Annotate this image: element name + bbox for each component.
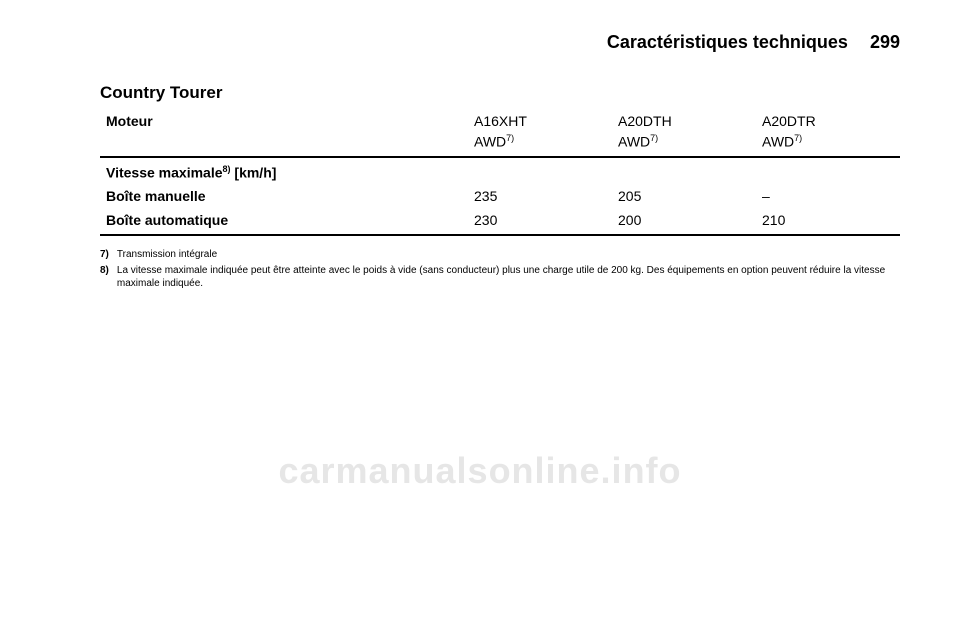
- footnote-ref: 7): [506, 133, 514, 143]
- value-cell: 235: [468, 184, 612, 208]
- drive-cell: AWD7): [468, 133, 612, 157]
- page-number: 299: [870, 32, 900, 53]
- footnote: 7) Transmission intégrale: [100, 248, 900, 262]
- row-label-manuelle: Boîte manuelle: [100, 184, 468, 208]
- table-row: AWD7) AWD7) AWD7): [100, 133, 900, 157]
- section-title: Country Tourer: [100, 83, 900, 103]
- row-label-moteur: Moteur: [100, 113, 468, 133]
- engine-code: A20DTR: [756, 113, 900, 133]
- footnote-text: Transmission intégrale: [117, 248, 217, 262]
- engine-code: A16XHT: [468, 113, 612, 133]
- footnote-marker: 8): [100, 264, 109, 291]
- value-cell: 200: [612, 208, 756, 235]
- engine-code: A20DTH: [612, 113, 756, 133]
- row-label-vmax: Vitesse maximale8) [km/h]: [100, 157, 900, 185]
- spec-table: Moteur A16XHT A20DTH A20DTR AWD7) AWD7) …: [100, 113, 900, 236]
- footnote: 8) La vitesse maximale indiquée peut êtr…: [100, 264, 900, 291]
- value-cell: –: [756, 184, 900, 208]
- table-row: Boîte manuelle 235 205 –: [100, 184, 900, 208]
- watermark-text: carmanualsonline.info: [0, 450, 960, 492]
- value-cell: 230: [468, 208, 612, 235]
- drive-cell: AWD7): [756, 133, 900, 157]
- page-header: Caractéristiques techniques 299: [100, 32, 900, 53]
- value-cell: 205: [612, 184, 756, 208]
- drive-cell: AWD7): [612, 133, 756, 157]
- footnote-text: La vitesse maximale indiquée peut être a…: [117, 264, 900, 291]
- row-label-empty: [100, 133, 468, 157]
- table-row: Boîte automatique 230 200 210: [100, 208, 900, 235]
- footnotes: 7) Transmission intégrale 8) La vitesse …: [100, 248, 900, 291]
- table-row: Vitesse maximale8) [km/h]: [100, 157, 900, 185]
- table-row: Moteur A16XHT A20DTH A20DTR: [100, 113, 900, 133]
- footnote-marker: 7): [100, 248, 109, 262]
- chapter-title: Caractéristiques techniques: [607, 32, 848, 53]
- page-content: Caractéristiques techniques 299 Country …: [0, 0, 960, 291]
- footnote-ref: 8): [223, 164, 231, 174]
- footnote-ref: 7): [794, 133, 802, 143]
- row-label-auto: Boîte automatique: [100, 208, 468, 235]
- value-cell: 210: [756, 208, 900, 235]
- footnote-ref: 7): [650, 133, 658, 143]
